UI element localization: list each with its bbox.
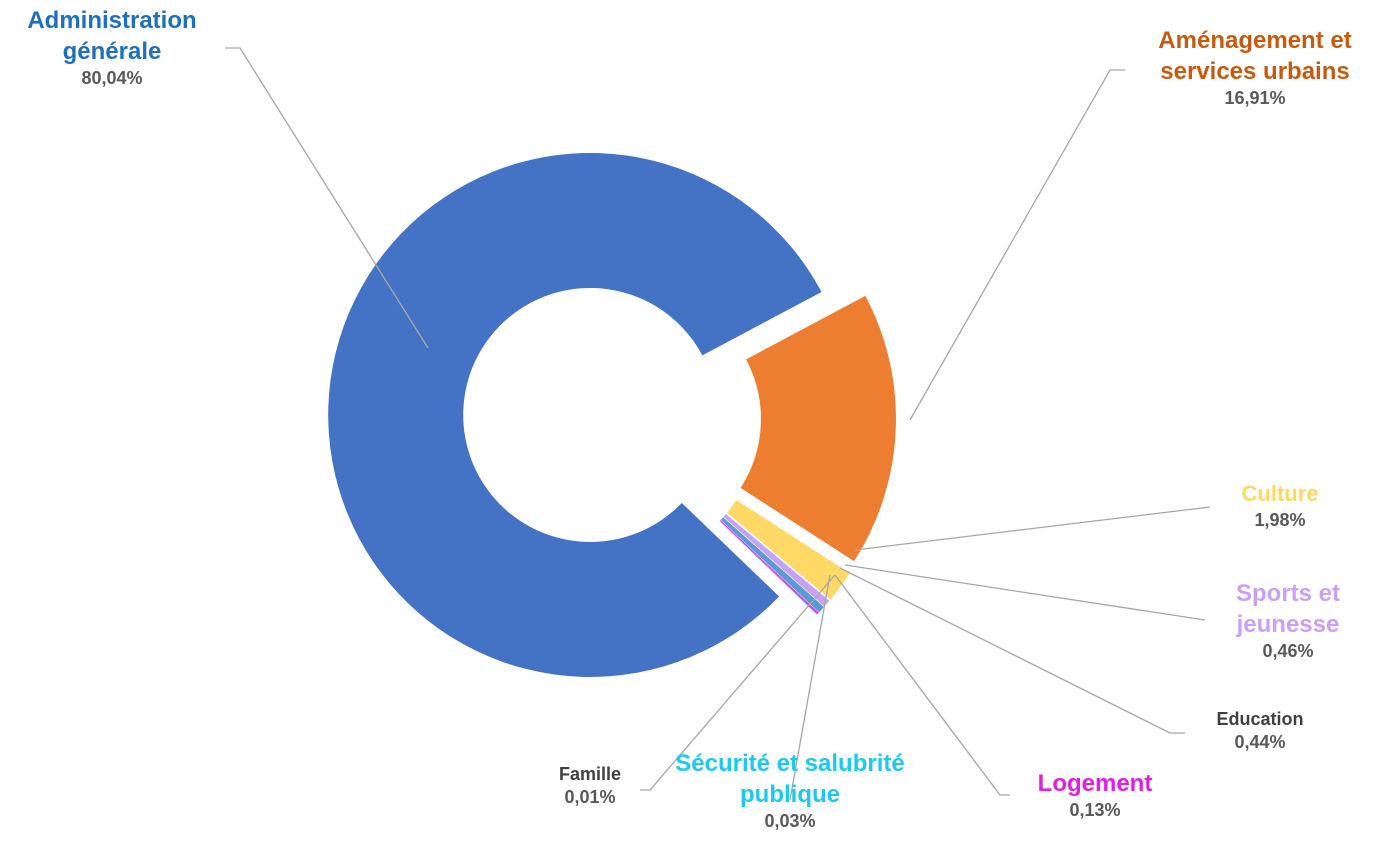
donut-slice <box>726 500 850 600</box>
leader-line <box>834 574 1010 796</box>
category-name: Famille <box>558 764 622 784</box>
data-label: Culture 1,98% <box>1200 480 1360 532</box>
value-label: 0,03% <box>764 811 816 832</box>
category-name: Aménagement et services urbains <box>1158 27 1352 86</box>
donut-slice <box>740 295 896 562</box>
value-label: 0,44% <box>1234 732 1286 753</box>
donut-slice <box>720 517 824 613</box>
category-name: Culture <box>1241 481 1319 506</box>
leader-line <box>225 47 429 349</box>
data-label: Administration générale 80,04% <box>0 5 227 91</box>
data-label: Famille 0,01% <box>520 763 660 810</box>
value-label: 16,91% <box>1224 88 1286 109</box>
donut-slice <box>719 520 818 615</box>
leader-line <box>909 69 1125 421</box>
category-name: Sécurité et salubrité publique <box>675 750 905 809</box>
value-label: 0,01% <box>564 787 616 808</box>
leader-line <box>789 574 831 801</box>
data-label: Education 0,44% <box>1180 708 1340 755</box>
category-name: Education <box>1216 709 1304 729</box>
leader-line <box>854 506 1211 551</box>
category-name: Administration générale <box>27 7 197 66</box>
donut-slice <box>328 152 822 677</box>
category-name: Logement <box>1037 770 1153 797</box>
leader-line <box>839 567 1185 734</box>
leader-line <box>640 574 836 791</box>
data-label: Sécurité et salubrité publique 0,03% <box>640 748 940 834</box>
donut-slice <box>723 514 830 607</box>
donut-slice <box>719 520 819 615</box>
value-label: 0,46% <box>1262 641 1314 662</box>
category-name: Sports et jeunesse <box>1235 580 1340 639</box>
data-label: Sports et jeunesse 0,46% <box>1208 578 1368 664</box>
value-label: 0,13% <box>1069 800 1121 821</box>
data-label: Logement 0,13% <box>995 768 1195 823</box>
value-label: 1,98% <box>1254 509 1306 530</box>
value-label: 80,04% <box>81 68 143 89</box>
donut-slice <box>719 521 817 615</box>
leader-line <box>844 564 1206 621</box>
data-label: Aménagement et services urbains 16,91% <box>1125 25 1385 111</box>
